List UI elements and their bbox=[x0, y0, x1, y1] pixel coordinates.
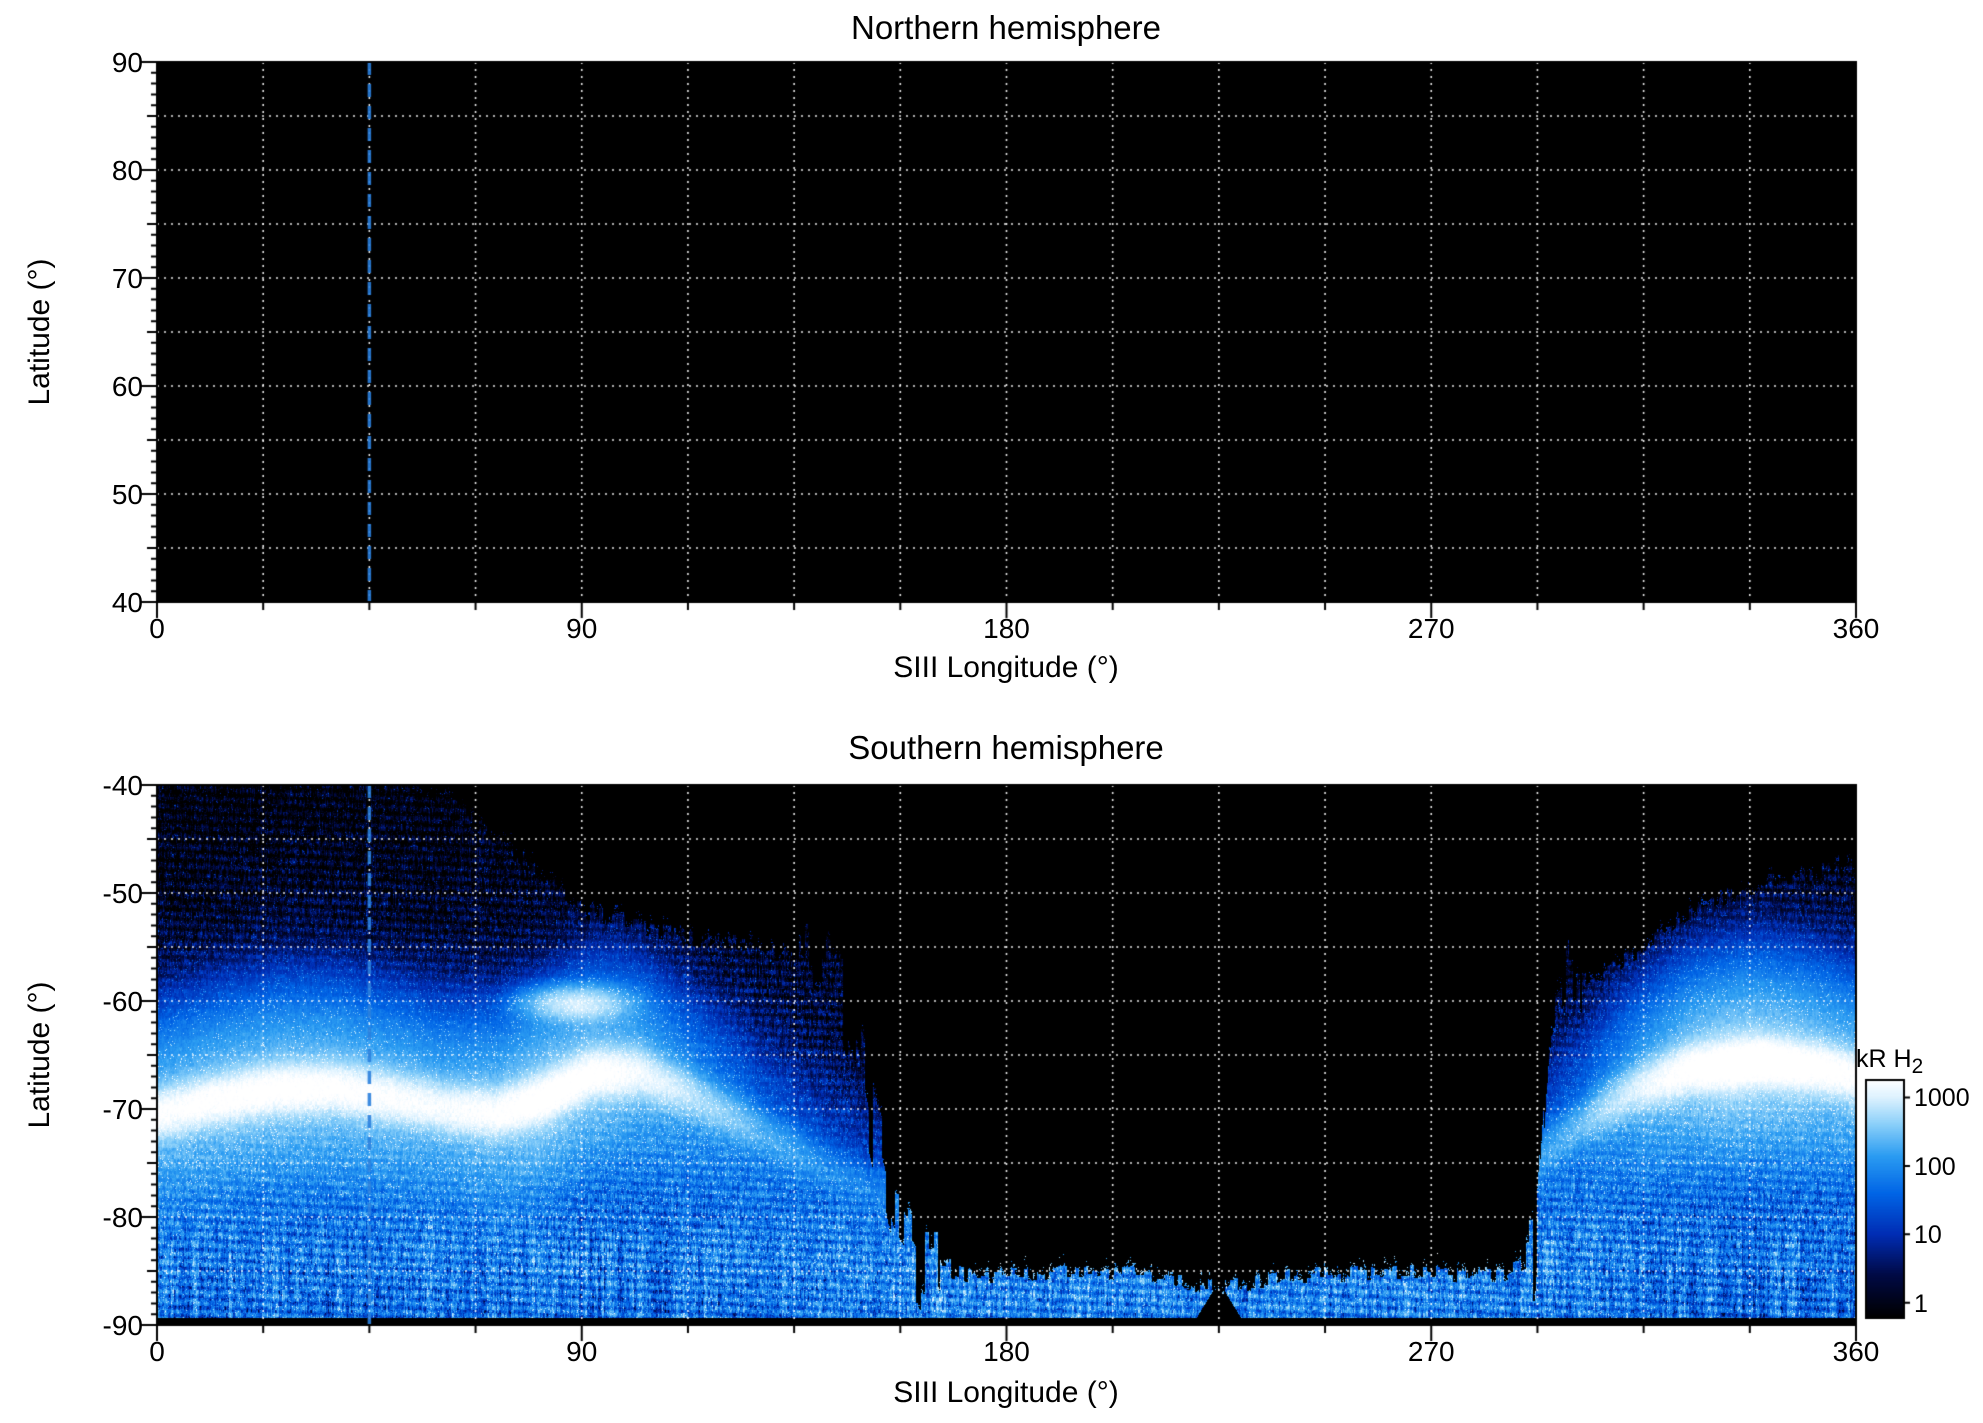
x-tick-label: 180 bbox=[983, 613, 1030, 644]
colorbar-label-subscript: 2 bbox=[1911, 1055, 1924, 1078]
colorbar-tick-label: 1 bbox=[1914, 1289, 1928, 1318]
y-tick-label: 40 bbox=[111, 587, 143, 618]
x-tick-label: 90 bbox=[566, 1336, 598, 1367]
y-tick-label: 80 bbox=[111, 155, 143, 186]
south-panel-title: Southern hemisphere bbox=[848, 729, 1164, 766]
x-tick-label: 0 bbox=[149, 1336, 165, 1367]
y-tick-label: -40 bbox=[102, 770, 143, 801]
y-tick-label: -50 bbox=[102, 878, 143, 909]
x-tick-label: 180 bbox=[983, 1336, 1030, 1367]
colorbar-tick-label: 100 bbox=[1914, 1152, 1956, 1181]
south-y-axis-label: Latitude (°) bbox=[22, 981, 56, 1129]
north-y-axis-label: Latitude (°) bbox=[22, 258, 56, 406]
x-tick-label: 360 bbox=[1832, 613, 1880, 644]
north-panel-title: Northern hemisphere bbox=[851, 9, 1161, 46]
y-tick-label: -60 bbox=[102, 986, 143, 1017]
x-tick-label: 0 bbox=[149, 613, 165, 644]
y-tick-label: -90 bbox=[102, 1310, 143, 1341]
x-tick-label: 360 bbox=[1832, 1336, 1880, 1367]
y-tick-label: 50 bbox=[111, 479, 143, 510]
north-x-axis-label: SIII Longitude (°) bbox=[893, 651, 1119, 684]
x-tick-label: 90 bbox=[566, 613, 598, 644]
y-tick-label: -70 bbox=[102, 1094, 143, 1125]
y-tick-label: 90 bbox=[111, 47, 143, 78]
colorbar-label-text: kR H bbox=[1856, 1045, 1912, 1073]
x-tick-label: 270 bbox=[1407, 613, 1455, 644]
colorbar-tick-label: 10 bbox=[1914, 1221, 1942, 1250]
y-tick-label: 70 bbox=[111, 263, 143, 294]
y-tick-label: 60 bbox=[111, 371, 143, 402]
x-tick-label: 270 bbox=[1407, 1336, 1455, 1367]
colorbar-label: kR H2 bbox=[1856, 1046, 1923, 1078]
south-x-axis-label: SIII Longitude (°) bbox=[893, 1376, 1119, 1409]
y-tick-label: -80 bbox=[102, 1202, 143, 1233]
colorbar-tick-label: 1000 bbox=[1914, 1084, 1970, 1113]
